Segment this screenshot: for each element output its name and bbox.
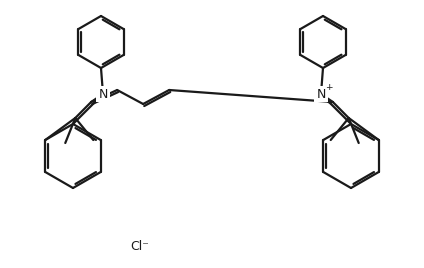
Text: Cl⁻: Cl⁻ <box>131 240 149 252</box>
Text: N: N <box>316 87 326 100</box>
Text: +: + <box>325 83 333 91</box>
Text: N: N <box>98 87 108 100</box>
